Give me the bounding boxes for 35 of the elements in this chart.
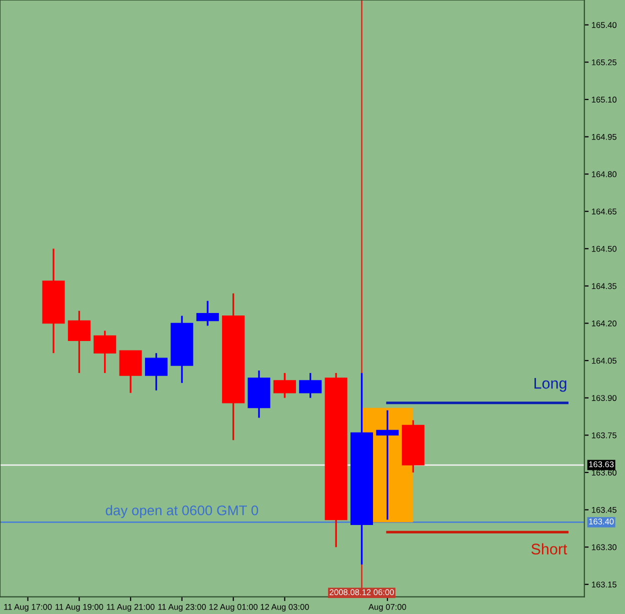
y-tick-label: 164.65 xyxy=(592,208,616,214)
y-tick-label: 164.35 xyxy=(592,283,616,290)
x-tick-label: 11 Aug 23:00 xyxy=(158,604,206,612)
candlestick xyxy=(376,409,399,521)
candlestick xyxy=(299,372,322,399)
candlestick xyxy=(94,330,116,374)
y-tick-label: 165.25 xyxy=(592,59,616,66)
y-tick-label: 163.75 xyxy=(592,432,616,438)
x-tick-label: 11 Aug 21:00 xyxy=(106,604,155,612)
x-tick-label: 11 Aug 19:00 xyxy=(56,604,104,612)
candlestick xyxy=(196,300,219,327)
y-tick-label: 164.95 xyxy=(592,134,616,140)
y-tick-label: 164.50 xyxy=(592,246,616,252)
ref-line-label: 163.63 xyxy=(589,461,614,468)
series-label: Long xyxy=(534,378,566,392)
ref-line-label: 163.40 xyxy=(589,518,614,524)
y-tick-label: 164.80 xyxy=(592,171,616,178)
series-label: Short xyxy=(531,543,568,554)
y-tick-label: 163.30 xyxy=(592,544,616,550)
y-tick-label: 165.10 xyxy=(592,96,616,103)
x-tick-label: 11 Aug 17:00 xyxy=(4,604,52,612)
y-tick-label: 163.45 xyxy=(592,506,616,513)
x-tick-label: 12 Aug 03:00 xyxy=(260,604,309,612)
x-tick-label: Aug 07:00 xyxy=(368,604,406,612)
y-tick-label: 163.90 xyxy=(592,395,616,401)
annotation: day open at 0600 GMT 0 xyxy=(106,505,258,518)
ref-line-label: 2008.08.12 06:00 xyxy=(330,589,394,596)
candlestick xyxy=(68,310,90,374)
y-tick-label: 163.15 xyxy=(592,582,616,588)
candlestick xyxy=(144,352,168,392)
x-tick-label: 12 Aug 01:00 xyxy=(209,604,258,612)
y-tick-label: 164.20 xyxy=(592,320,616,326)
y-tick-label: 164.05 xyxy=(592,358,616,364)
candlestick xyxy=(273,372,296,399)
y-tick-label: 165.40 xyxy=(592,22,616,28)
